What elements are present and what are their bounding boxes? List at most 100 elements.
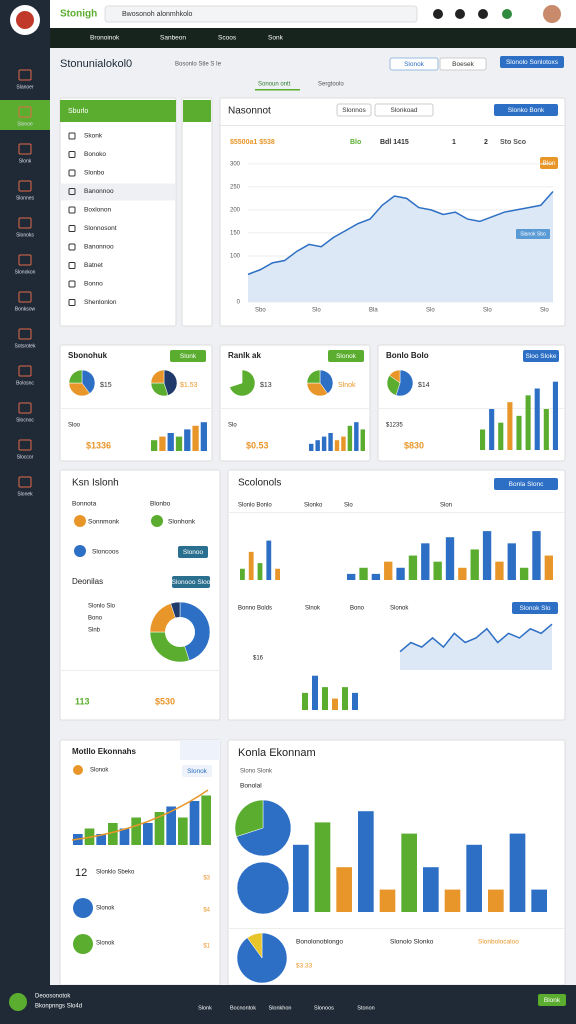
sidebar-icon[interactable] bbox=[18, 402, 32, 414]
sidebar-icon[interactable] bbox=[18, 217, 32, 229]
button[interactable] bbox=[178, 546, 208, 558]
button-label[interactable]: Boesek bbox=[452, 61, 474, 68]
button-label[interactable]: Slonk bbox=[180, 353, 197, 360]
footer-text: Slonbolocaloo bbox=[478, 939, 519, 946]
list-item: Slonhonk bbox=[168, 519, 196, 526]
button-label[interactable]: Slonok bbox=[336, 353, 357, 360]
button-label[interactable]: Slonoo bbox=[183, 549, 204, 556]
sidebar-label[interactable]: Sloccor bbox=[17, 454, 34, 460]
dot bbox=[151, 515, 163, 527]
button-label[interactable]: Slonolo Sonlotoxs bbox=[506, 59, 559, 66]
tab-label[interactable]: Slonk bbox=[198, 1005, 212, 1011]
topbar-icon[interactable] bbox=[478, 9, 488, 19]
topbar-icon[interactable] bbox=[502, 9, 512, 19]
bar bbox=[360, 429, 365, 451]
avatar[interactable] bbox=[543, 5, 561, 23]
button[interactable] bbox=[439, 57, 487, 71]
button[interactable] bbox=[182, 765, 212, 777]
button-label[interactable]: Slonok bbox=[187, 768, 208, 775]
tab-label[interactable]: Slonoos bbox=[314, 1005, 334, 1011]
card-title: Bonlo Bolo bbox=[386, 351, 429, 360]
sidebar-icon[interactable] bbox=[18, 180, 32, 192]
nav-item[interactable]: Bonoko bbox=[84, 151, 106, 158]
card bbox=[59, 344, 213, 462]
topbar-icon[interactable] bbox=[455, 9, 465, 19]
sidebar-label[interactable]: Bolosnc bbox=[16, 380, 34, 386]
pie-slice bbox=[246, 932, 263, 959]
column-header: Slo bbox=[344, 503, 353, 509]
sidebar-label[interactable]: Bonksow bbox=[15, 306, 36, 312]
button[interactable] bbox=[540, 157, 558, 169]
sidebar-label[interactable]: Slonoe bbox=[17, 121, 33, 127]
sidebar-icon[interactable] bbox=[18, 328, 32, 340]
button[interactable] bbox=[500, 56, 564, 68]
sidebar-icon[interactable] bbox=[18, 291, 32, 303]
card-title: Ranlk ak bbox=[228, 351, 261, 360]
button[interactable] bbox=[494, 478, 558, 490]
button[interactable] bbox=[523, 350, 559, 362]
button-label[interactable]: Slonok bbox=[404, 61, 425, 68]
sidebar-label[interactable]: Slonk bbox=[19, 158, 32, 164]
nav-item[interactable]: Slonnosont bbox=[84, 225, 117, 232]
nav-item[interactable]: Boxlonon bbox=[84, 207, 111, 214]
button-label[interactable]: Slonooo Sloo bbox=[172, 579, 211, 586]
tab[interactable]: Sergtoolo bbox=[318, 82, 344, 88]
search[interactable] bbox=[104, 5, 418, 23]
button-label[interactable]: Bonla Slonc bbox=[509, 481, 544, 488]
sidebar-icon[interactable] bbox=[18, 106, 32, 118]
nav-item[interactable]: Slonbo bbox=[84, 170, 105, 177]
topbar-icon[interactable] bbox=[433, 9, 443, 19]
sidebar-label[interactable]: Sotsrotek bbox=[14, 343, 36, 349]
button[interactable] bbox=[538, 994, 566, 1006]
button[interactable] bbox=[494, 104, 558, 116]
sidebar-label[interactable]: Slanoer bbox=[16, 84, 34, 90]
button-label[interactable]: Slonok Slo bbox=[519, 605, 550, 612]
button[interactable] bbox=[170, 350, 206, 362]
pie-slice bbox=[150, 382, 169, 397]
nav-item[interactable]: Sanbeon bbox=[160, 35, 186, 42]
button-label[interactable]: Slonko Bonk bbox=[508, 107, 545, 114]
nav-item[interactable]: Scoos bbox=[218, 35, 237, 42]
sidebar-icon[interactable] bbox=[18, 254, 32, 266]
sidebar-icon[interactable] bbox=[18, 476, 32, 488]
nav-item[interactable]: Skonk bbox=[84, 133, 103, 140]
sidebar-label[interactable]: Slonnes bbox=[16, 195, 35, 201]
nav-item[interactable]: Banonnoo bbox=[84, 188, 114, 195]
nav-item[interactable]: Shenlonlon bbox=[84, 299, 117, 306]
nav-item[interactable]: Bronoinok bbox=[90, 35, 120, 42]
bar bbox=[408, 555, 418, 580]
bar bbox=[359, 567, 368, 580]
sidebar-icon[interactable] bbox=[18, 365, 32, 377]
sidebar-icon[interactable] bbox=[18, 69, 32, 81]
button[interactable] bbox=[512, 602, 558, 614]
button[interactable] bbox=[336, 103, 372, 117]
tab-label[interactable]: Slonkhon bbox=[269, 1005, 292, 1011]
button-label[interactable]: Sloo Sloke bbox=[525, 353, 556, 360]
tab-label[interactable]: Bocnontok bbox=[230, 1005, 256, 1011]
tab-label[interactable]: Stonon bbox=[357, 1005, 374, 1011]
nav-item[interactable]: Bonno bbox=[84, 281, 103, 288]
sidebar-icon[interactable] bbox=[18, 439, 32, 451]
button-label[interactable]: Slonnos bbox=[342, 107, 366, 114]
sidebar-label[interactable]: Slonoks bbox=[16, 232, 34, 238]
button-label[interactable]: Slonkoad bbox=[390, 107, 417, 114]
nav-item[interactable]: Banonnoo bbox=[84, 244, 114, 251]
button[interactable] bbox=[328, 350, 364, 362]
sidebar-label[interactable]: Slonokon bbox=[15, 269, 36, 275]
tab[interactable]: Sonoun ontt bbox=[258, 82, 291, 88]
sidebar-label[interactable]: Slocnoc bbox=[16, 417, 34, 423]
bar bbox=[341, 436, 346, 451]
button[interactable] bbox=[172, 576, 210, 588]
sidebar-icon[interactable] bbox=[18, 143, 32, 155]
list-item: Slonok bbox=[96, 941, 115, 947]
button-label[interactable]: Blonk bbox=[544, 997, 561, 1004]
nav-item[interactable]: Batnet bbox=[84, 262, 103, 269]
sidebar-label[interactable]: Slonek bbox=[17, 491, 33, 497]
button[interactable] bbox=[389, 57, 439, 71]
search-text[interactable]: Bwosonoh alonmhkolo bbox=[122, 11, 193, 18]
bar bbox=[189, 801, 200, 845]
nav-item[interactable]: Sonk bbox=[268, 35, 284, 42]
list-item: Slonok bbox=[96, 906, 115, 912]
button[interactable] bbox=[374, 103, 434, 117]
bar bbox=[266, 540, 272, 580]
